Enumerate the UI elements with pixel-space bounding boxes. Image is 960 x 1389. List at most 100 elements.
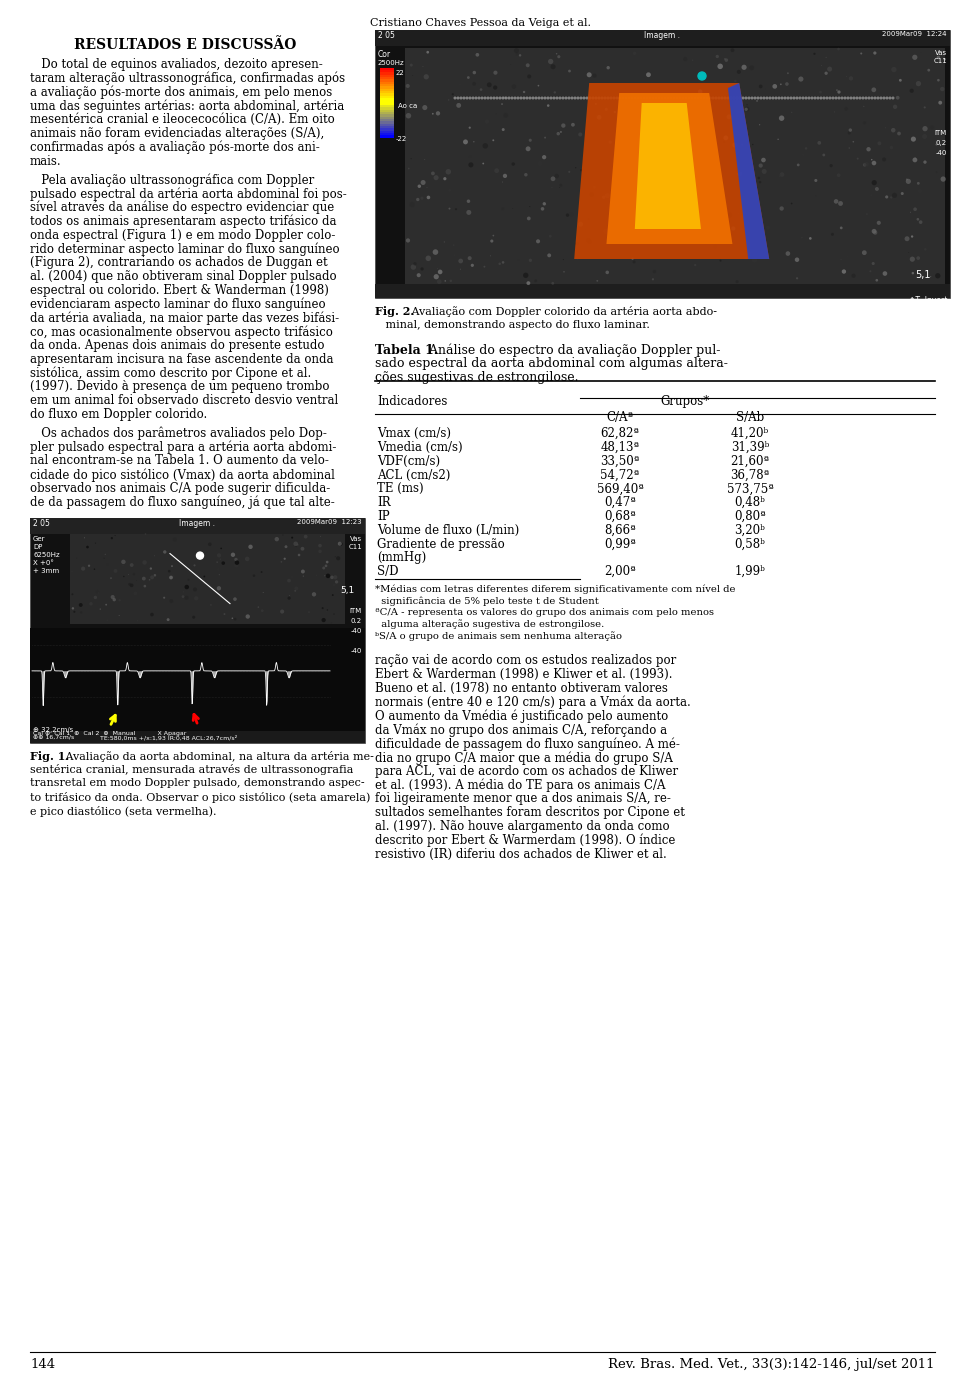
Circle shape [325, 574, 330, 578]
Circle shape [688, 103, 693, 107]
Bar [30, 518, 365, 743]
Circle shape [511, 96, 514, 100]
Circle shape [528, 65, 529, 67]
Text: normais (entre 40 e 120 cm/s) para a Vmáx da aorta.: normais (entre 40 e 120 cm/s) para a Vmá… [375, 696, 691, 710]
Text: C11: C11 [933, 58, 947, 64]
Bar [380, 86, 394, 89]
Circle shape [847, 96, 850, 100]
Circle shape [636, 96, 639, 100]
Circle shape [73, 611, 76, 613]
Circle shape [409, 201, 415, 207]
Circle shape [222, 561, 225, 565]
Circle shape [512, 163, 515, 165]
Circle shape [789, 96, 793, 100]
Circle shape [904, 236, 909, 242]
Circle shape [194, 564, 196, 567]
Circle shape [872, 88, 876, 92]
Circle shape [654, 118, 657, 121]
Circle shape [935, 274, 941, 278]
Circle shape [130, 563, 133, 567]
Text: de da passagem do fluxo sanguíneo, já que tal alte-: de da passagem do fluxo sanguíneo, já qu… [30, 496, 335, 510]
Circle shape [467, 200, 470, 203]
Circle shape [625, 88, 627, 90]
Circle shape [514, 49, 519, 53]
Circle shape [406, 83, 410, 88]
Circle shape [535, 96, 538, 100]
Circle shape [863, 163, 867, 167]
Circle shape [796, 96, 799, 100]
Circle shape [163, 550, 166, 554]
Circle shape [706, 96, 708, 100]
Circle shape [167, 618, 170, 621]
Bar [380, 103, 394, 106]
Text: Cor: Cor [378, 50, 391, 58]
Circle shape [287, 579, 291, 582]
Circle shape [234, 560, 239, 565]
Text: ⊕⊕ 16,7cm/s: ⊕⊕ 16,7cm/s [33, 735, 74, 739]
Text: 2 05: 2 05 [378, 31, 395, 40]
Circle shape [877, 142, 881, 146]
Bar [375, 283, 950, 299]
Text: IR: IR [377, 496, 391, 510]
Circle shape [628, 96, 631, 100]
Circle shape [639, 96, 642, 100]
Circle shape [636, 104, 639, 108]
Text: 2 05: 2 05 [33, 518, 50, 528]
Circle shape [799, 96, 802, 100]
Circle shape [291, 576, 293, 578]
Circle shape [333, 583, 335, 586]
Circle shape [758, 164, 763, 168]
Circle shape [791, 203, 792, 204]
Circle shape [570, 96, 573, 100]
Circle shape [324, 575, 325, 576]
Text: 48,13ª: 48,13ª [601, 440, 639, 454]
Circle shape [727, 213, 732, 218]
Circle shape [836, 89, 838, 92]
Text: observado nos animais C/A pode sugerir dificulda-: observado nos animais C/A pode sugerir d… [30, 482, 330, 494]
Circle shape [687, 96, 690, 100]
Circle shape [834, 199, 838, 204]
Text: Gradiente de pressão: Gradiente de pressão [377, 538, 505, 550]
Circle shape [512, 85, 516, 89]
Circle shape [492, 96, 495, 100]
Polygon shape [728, 83, 769, 258]
Text: Vas: Vas [935, 50, 947, 56]
Circle shape [536, 239, 540, 243]
Circle shape [683, 211, 688, 217]
Circle shape [751, 96, 754, 100]
Bar [380, 72, 394, 75]
Circle shape [724, 96, 727, 100]
Circle shape [455, 208, 457, 210]
Circle shape [737, 131, 741, 135]
Text: Imagem .: Imagem . [179, 518, 215, 528]
Circle shape [122, 565, 124, 567]
Bar [380, 83, 394, 86]
Circle shape [113, 569, 117, 572]
Circle shape [445, 169, 451, 175]
Text: et al. (1993). A média do TE para os animais C/A: et al. (1993). A média do TE para os ani… [375, 779, 665, 792]
Circle shape [828, 96, 831, 100]
Text: ções sugestivas de estrongilose.: ções sugestivas de estrongilose. [375, 371, 579, 385]
Circle shape [831, 233, 834, 236]
Circle shape [325, 561, 328, 564]
Circle shape [150, 567, 152, 569]
Circle shape [860, 53, 862, 54]
Circle shape [679, 96, 682, 100]
Circle shape [737, 156, 742, 160]
Text: animais não foram evidenciadas alterações (S/A),: animais não foram evidenciadas alteraçõe… [30, 126, 324, 140]
Circle shape [553, 96, 556, 100]
Circle shape [741, 143, 743, 146]
Circle shape [543, 203, 546, 206]
Text: al. (1997). Não houve alargamento da onda como: al. (1997). Não houve alargamento da ond… [375, 820, 670, 833]
Circle shape [669, 96, 673, 100]
Circle shape [785, 82, 789, 86]
Circle shape [502, 261, 504, 264]
Circle shape [571, 122, 575, 126]
Circle shape [759, 181, 761, 183]
Text: descrito por Ebert & Warmerdam (1998). O índice: descrito por Ebert & Warmerdam (1998). O… [375, 833, 676, 847]
Text: e pico diastólico (seta vermelha).: e pico diastólico (seta vermelha). [30, 806, 217, 817]
Text: 0,2: 0,2 [936, 140, 947, 146]
Circle shape [501, 103, 503, 104]
Circle shape [249, 544, 252, 549]
Bar [380, 117, 394, 119]
